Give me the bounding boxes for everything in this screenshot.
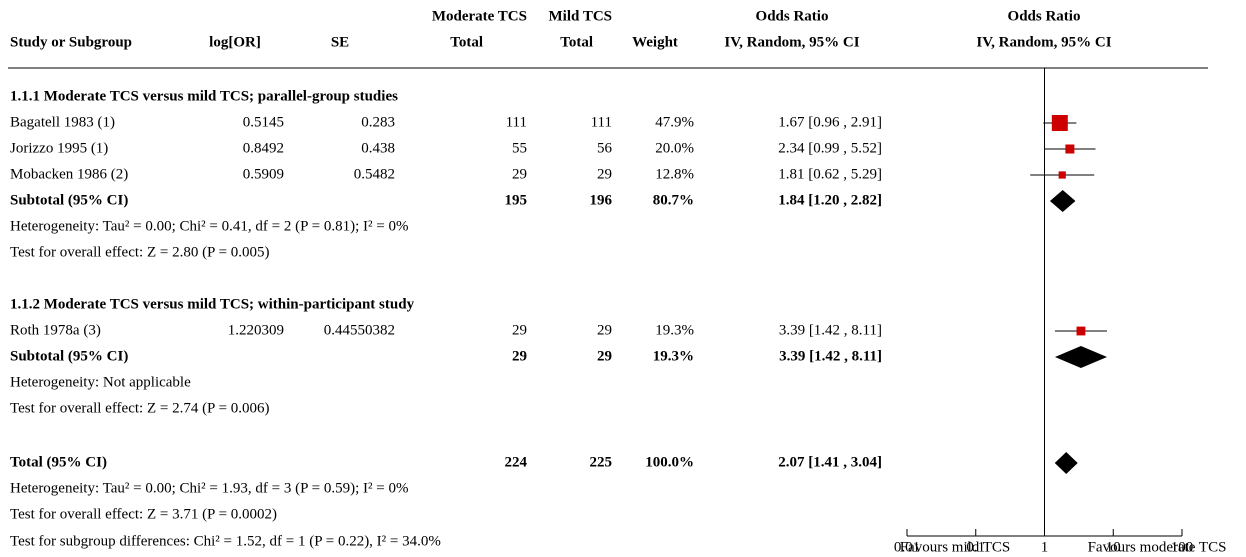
weight: 12.8% — [655, 166, 694, 182]
weight: 47.9% — [655, 114, 694, 130]
odds-ratio: 1.84 [1.20 , 2.82] — [778, 192, 882, 208]
pooled-diamond — [1049, 190, 1076, 212]
log-or: 0.5145 — [243, 114, 284, 130]
se: 0.283 — [361, 114, 395, 130]
header: IV, Random, 95% CI — [976, 34, 1111, 50]
header: Moderate TCS — [432, 8, 527, 24]
weight: 20.0% — [655, 140, 694, 156]
subtotal-name: Subtotal (95% CI) — [10, 348, 128, 364]
study-name: Mobacken 1986 (2) — [10, 166, 128, 182]
exp-total: 195 — [505, 192, 528, 208]
header: Weight — [632, 34, 678, 50]
subtotal-name: Subtotal (95% CI) — [10, 192, 128, 208]
favours-label: Favours mild TCS — [900, 539, 1011, 555]
exp-total: 55 — [512, 140, 527, 156]
x-tick-label: 10 — [1106, 539, 1121, 555]
odds-ratio: 2.34 [0.99 , 5.52] — [778, 140, 882, 156]
header: Total — [560, 34, 593, 50]
exp-total: 29 — [512, 348, 527, 364]
weight: 19.3% — [653, 348, 694, 364]
weight: 19.3% — [655, 322, 694, 338]
ctrl-total: 29 — [597, 348, 612, 364]
x-tick-label: 100 — [1171, 539, 1194, 555]
exp-total: 224 — [505, 454, 528, 470]
ctrl-total: 225 — [590, 454, 613, 470]
weight: 100.0% — [645, 454, 694, 470]
x-tick-label: 1 — [1041, 539, 1049, 555]
pooled-diamond — [1054, 452, 1078, 474]
log-or: 1.220309 — [228, 322, 284, 338]
odds-ratio: 3.39 [1.42 , 8.11] — [779, 322, 882, 338]
header: log[OR] — [209, 34, 261, 50]
ctrl-total: 111 — [591, 114, 612, 130]
odds-ratio: 2.07 [1.41 , 3.04] — [778, 454, 882, 470]
odds-ratio: 1.67 [0.96 , 2.91] — [778, 114, 882, 130]
study-square — [1051, 115, 1068, 131]
exp-total: 111 — [506, 114, 527, 130]
favours-label: Favours moderate TCS — [1088, 539, 1227, 555]
ctrl-total: 29 — [597, 322, 612, 338]
exp-total: 29 — [512, 166, 527, 182]
se: 0.44550382 — [324, 322, 395, 338]
header: Mild TCS — [549, 8, 613, 24]
group-heading: 1.1.2 Moderate TCS versus mild TCS; with… — [10, 296, 415, 312]
header: Odds Ratio — [1008, 8, 1081, 24]
x-tick-label: 0.1 — [966, 539, 985, 555]
odds-ratio: 1.81 [0.62 , 5.29] — [778, 166, 882, 182]
heterogeneity: Heterogeneity: Tau² = 0.00; Chi² = 0.41,… — [10, 218, 408, 234]
header: Total — [450, 34, 483, 50]
study-square — [1076, 326, 1086, 336]
exp-total: 29 — [512, 322, 527, 338]
overall-effect: Test for overall effect: Z = 2.80 (P = 0… — [10, 244, 270, 260]
ctrl-total: 56 — [597, 140, 613, 156]
overall-effect: Test for overall effect: Z = 2.74 (P = 0… — [10, 400, 270, 416]
header: Odds Ratio — [756, 8, 829, 24]
group-heading: 1.1.1 Moderate TCS versus mild TCS; para… — [10, 88, 398, 104]
pooled-diamond — [1054, 346, 1107, 368]
subgroup-differences: Test for subgroup differences: Chi² = 1.… — [10, 533, 441, 549]
heterogeneity: Heterogeneity: Tau² = 0.00; Chi² = 1.93,… — [10, 480, 408, 496]
study-name: Roth 1978a (3) — [10, 322, 101, 338]
study-square — [1065, 144, 1075, 154]
log-or: 0.8492 — [243, 140, 284, 156]
study-name: Bagatell 1983 (1) — [10, 114, 115, 130]
ctrl-total: 29 — [597, 166, 612, 182]
header: IV, Random, 95% CI — [724, 34, 859, 50]
total-name: Total (95% CI) — [10, 454, 107, 470]
x-tick-label: 0.01 — [894, 539, 920, 555]
header: Study or Subgroup — [10, 34, 132, 50]
odds-ratio: 3.39 [1.42 , 8.11] — [779, 348, 882, 364]
study-name: Jorizzo 1995 (1) — [10, 140, 108, 156]
header: SE — [331, 34, 349, 50]
weight: 80.7% — [653, 192, 694, 208]
se: 0.5482 — [354, 166, 395, 182]
se: 0.438 — [361, 140, 395, 156]
study-square — [1058, 171, 1066, 179]
heterogeneity: Heterogeneity: Not applicable — [10, 374, 191, 390]
log-or: 0.5909 — [243, 166, 284, 182]
overall-effect: Test for overall effect: Z = 3.71 (P = 0… — [10, 506, 277, 522]
ctrl-total: 196 — [590, 192, 613, 208]
